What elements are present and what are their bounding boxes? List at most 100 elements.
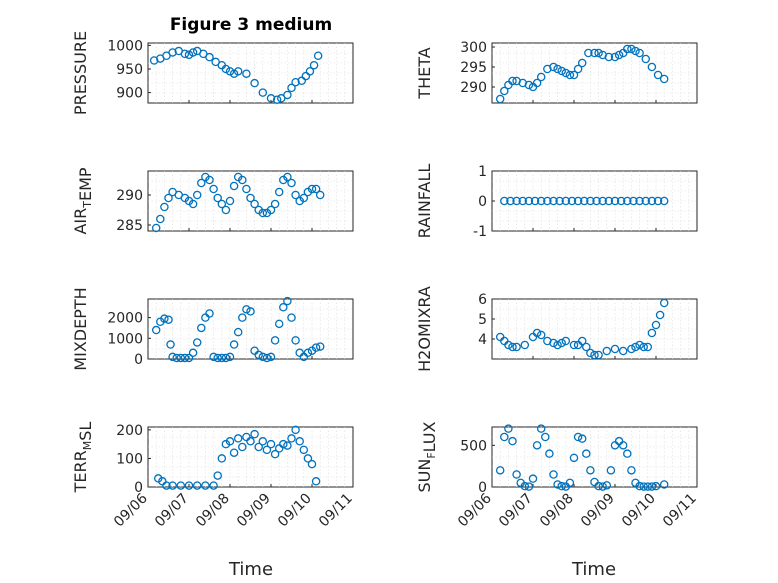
data-point xyxy=(225,196,235,206)
data-point xyxy=(295,437,304,446)
data-point xyxy=(291,77,300,87)
data-points xyxy=(151,296,325,363)
data-point xyxy=(643,482,653,491)
data-point xyxy=(598,196,607,206)
data-point xyxy=(606,466,616,475)
data-point xyxy=(242,184,251,194)
y-tick-label: 290 xyxy=(116,188,143,204)
data-point xyxy=(565,70,575,80)
data-point xyxy=(176,353,186,363)
data-point xyxy=(238,442,247,452)
data-point xyxy=(512,196,521,206)
data-point xyxy=(274,319,284,329)
data-point xyxy=(495,94,505,104)
data-points xyxy=(495,298,669,360)
data-point xyxy=(176,481,186,490)
data-point xyxy=(653,70,663,80)
data-point xyxy=(635,196,644,206)
data-point xyxy=(180,49,190,59)
data-point xyxy=(557,66,566,76)
data-point xyxy=(508,76,517,86)
data-point xyxy=(584,48,593,58)
data-point xyxy=(635,48,644,58)
data-point xyxy=(184,481,194,490)
data-point xyxy=(299,193,309,203)
data-point xyxy=(229,340,239,349)
data-point xyxy=(238,175,247,185)
data-point xyxy=(307,184,317,194)
data-point xyxy=(532,328,542,338)
data-point xyxy=(168,481,177,490)
data-point xyxy=(639,342,648,352)
y-axis-label: TERRMSL xyxy=(71,422,95,494)
x-tick-label: 09/11 xyxy=(660,491,700,531)
data-point xyxy=(272,95,282,104)
data-point xyxy=(512,342,521,352)
data-point xyxy=(221,205,231,215)
data-point xyxy=(283,441,292,450)
data-point xyxy=(557,338,566,348)
data-point xyxy=(536,196,546,206)
data-point xyxy=(536,424,546,433)
x-tick-label: 09/07 xyxy=(496,491,536,531)
data-point xyxy=(151,325,161,335)
data-point xyxy=(500,432,509,442)
data-point xyxy=(635,340,644,350)
y-tick-label: 6 xyxy=(478,292,487,308)
data-point xyxy=(297,76,306,86)
data-point xyxy=(647,482,657,491)
x-axis-label-left: Time xyxy=(228,559,273,580)
data-point xyxy=(258,88,268,97)
data-points xyxy=(495,424,669,491)
data-point xyxy=(225,437,235,446)
data-point xyxy=(582,342,591,352)
data-point xyxy=(299,445,309,455)
data-point xyxy=(569,453,579,463)
data-point xyxy=(301,71,311,81)
data-point xyxy=(555,196,564,206)
data-point xyxy=(647,62,657,72)
data-point xyxy=(242,305,251,314)
data-point xyxy=(201,481,210,490)
data-point xyxy=(279,303,288,312)
x-tick-label: 09/09 xyxy=(234,491,274,531)
data-point xyxy=(233,327,243,337)
data-point xyxy=(518,196,528,206)
data-point xyxy=(610,344,620,354)
subplot-rainfall: -1 0 1 RAINFALL xyxy=(415,164,698,240)
data-point xyxy=(313,51,323,61)
data-point xyxy=(549,62,558,72)
y-tick-label: 4 xyxy=(478,332,487,348)
y-tick-label: 285 xyxy=(116,218,143,234)
data-point xyxy=(192,338,202,347)
data-point xyxy=(536,330,546,340)
data-point xyxy=(274,187,284,197)
data-point xyxy=(270,199,280,209)
data-point xyxy=(283,90,292,100)
data-point xyxy=(151,223,161,233)
data-point xyxy=(641,54,651,64)
subplot-mixdepth: 0 1000 2000 MIXDEPTH xyxy=(71,287,354,371)
data-point xyxy=(197,178,206,188)
y-tick-label: 500 xyxy=(460,438,487,454)
subplot-theta: 290 295 300 THETA xyxy=(415,40,698,104)
data-point xyxy=(508,436,517,446)
data-point xyxy=(635,481,644,491)
data-point xyxy=(594,48,603,58)
data-point xyxy=(221,64,231,74)
data-point xyxy=(631,46,640,56)
y-axis-label: SUNFLUX xyxy=(415,421,439,492)
data-point xyxy=(577,336,587,346)
y-tick-label: 0 xyxy=(478,194,487,210)
data-point xyxy=(205,309,214,318)
data-point xyxy=(520,481,530,491)
data-point xyxy=(258,437,268,446)
data-point xyxy=(279,439,288,449)
data-point xyxy=(592,196,601,206)
data-point xyxy=(217,199,227,209)
data-point xyxy=(254,350,263,360)
x-tick-label: 09/08 xyxy=(193,491,233,531)
data-point xyxy=(506,196,515,206)
data-point xyxy=(205,175,214,185)
